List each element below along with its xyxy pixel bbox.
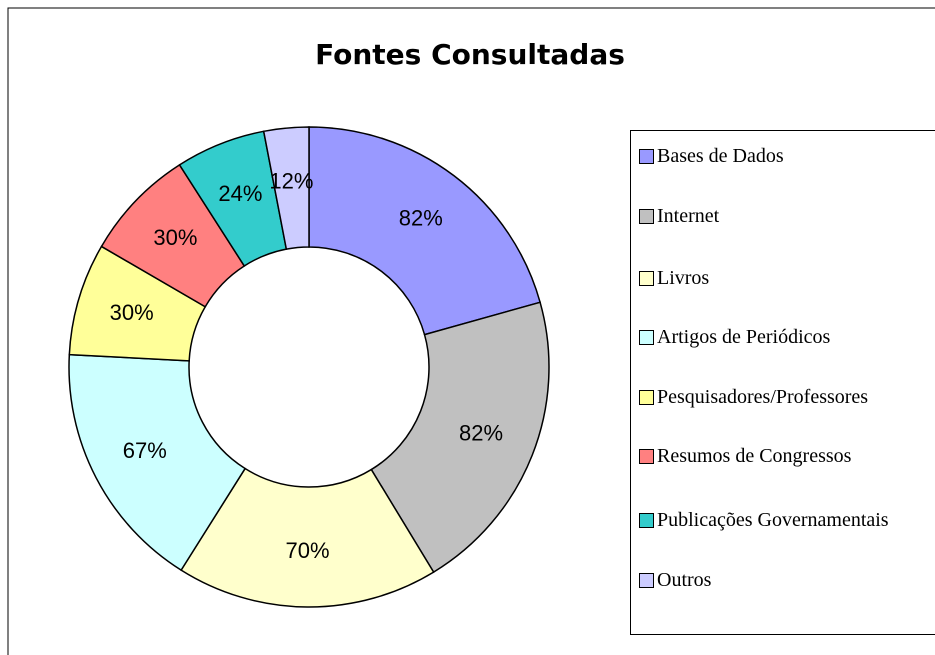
- legend-item: Outros: [639, 568, 711, 592]
- legend-item: Bases de Dados: [639, 144, 784, 168]
- data-label: 82%: [459, 421, 503, 446]
- legend-swatch: [639, 271, 654, 286]
- data-label: 82%: [399, 205, 443, 230]
- legend-item: Resumos de Congressos: [639, 444, 851, 468]
- data-label: 30%: [110, 300, 154, 325]
- legend-item: Artigos de Periódicos: [639, 325, 830, 349]
- data-label: 24%: [218, 181, 262, 206]
- slice: [370, 301, 550, 574]
- slice: [308, 126, 542, 336]
- legend-label: Outros: [657, 569, 712, 591]
- legend-label: Resumos de Congressos: [657, 445, 852, 467]
- slice: [262, 126, 310, 251]
- legend-swatch: [639, 390, 654, 405]
- slice: [68, 353, 247, 572]
- legend-item: Publicações Governamentais: [639, 504, 889, 536]
- data-label: 70%: [286, 538, 330, 563]
- legend-swatch: [639, 149, 654, 164]
- chart-title: Fontes Consultadas: [315, 38, 625, 71]
- legend-label: Internet: [657, 205, 720, 227]
- legend-swatch: [639, 449, 654, 464]
- legend-swatch: [639, 513, 654, 528]
- legend-item: Livros: [639, 266, 709, 290]
- legend-swatch: [639, 209, 654, 224]
- legend: Bases de Dados Internet Livros Artigos de P…: [630, 130, 935, 635]
- legend-item: Pesquisadores/Professores: [639, 385, 868, 409]
- legend-swatch: [639, 330, 654, 345]
- data-label: 67%: [123, 438, 167, 463]
- data-label: 30%: [153, 225, 197, 250]
- legend-swatch: [639, 573, 654, 588]
- legend-label: Artigos de Periódicos: [657, 326, 831, 348]
- slice: [180, 467, 435, 608]
- legend-label: Livros: [657, 267, 710, 289]
- legend-label: Bases de Dados: [657, 145, 784, 167]
- legend-item: Internet: [639, 204, 719, 228]
- legend-label: Publicações Governamentais: [657, 509, 889, 531]
- data-label: 12%: [269, 169, 313, 194]
- legend-label: Pesquisadores/Professores: [657, 386, 869, 408]
